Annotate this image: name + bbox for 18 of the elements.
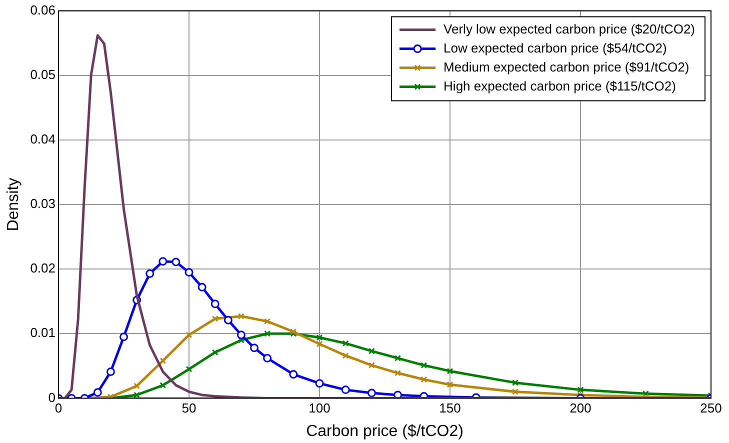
x-tick-label: 200 — [570, 400, 592, 416]
legend-label: Low expected carbon price ($54/tCO2) — [444, 40, 667, 56]
y-tick-label: 0.04 — [30, 132, 56, 147]
x-axis-title: Carbon price ($/tCO2) — [306, 422, 464, 440]
y-tick-label: 0.03 — [30, 196, 56, 212]
y-tick-label: 0 — [48, 390, 56, 405]
y-tick-label: 0.06 — [30, 2, 56, 18]
y-tick-label: 0.01 — [30, 325, 56, 340]
y-axis-title: Density — [5, 178, 22, 232]
x-tick-label: 50 — [182, 400, 196, 416]
legend-label: Verly low expected carbon price ($20/tCO2) — [444, 21, 696, 36]
y-tick-label: 0.02 — [30, 260, 56, 276]
legend-label: High expected carbon price ($115/tCO2) — [444, 78, 676, 94]
x-tick-label: 250 — [700, 400, 722, 416]
x-tick-label: 100 — [308, 400, 330, 416]
x-tick-label: 150 — [439, 400, 461, 416]
legend-label: Medium expected carbon price ($91/tCO2) — [444, 59, 690, 74]
y-tick-label: 0.05 — [30, 66, 56, 82]
